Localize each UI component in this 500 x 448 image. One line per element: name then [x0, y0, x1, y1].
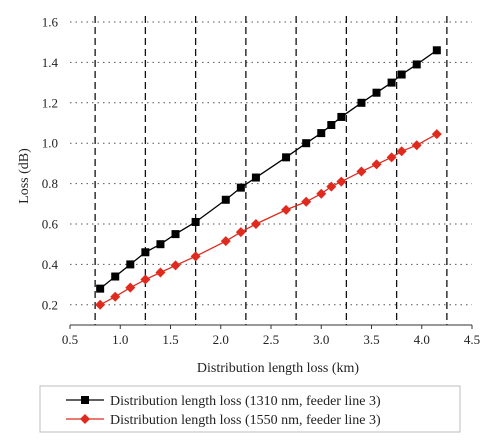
y-tick-label: 0.2 — [42, 297, 58, 312]
y-tick-label: 1.0 — [42, 136, 58, 151]
data-point — [386, 152, 397, 163]
x-axis-label: Distribution length loss (km) — [197, 361, 360, 376]
legend-label-1: Distribution length loss (1550 nm, feede… — [110, 413, 381, 428]
data-point — [281, 204, 292, 215]
data-point — [126, 260, 135, 269]
x-tick-label: 1.0 — [112, 332, 128, 347]
data-point — [302, 139, 311, 148]
data-point — [412, 60, 421, 69]
legend-marker-0 — [81, 396, 89, 404]
data-point — [125, 282, 136, 293]
chart-series — [95, 46, 442, 310]
data-point — [356, 166, 367, 177]
series-0 — [96, 46, 441, 293]
data-point — [111, 272, 120, 281]
chart-legend: Distribution length loss (1310 nm, feede… — [39, 385, 461, 433]
data-point — [141, 248, 150, 257]
series-line-0 — [99, 49, 438, 290]
x-tick-label: 3.0 — [313, 332, 329, 347]
data-point — [326, 181, 337, 192]
data-point — [171, 230, 180, 239]
x-tick-label: 2.0 — [213, 332, 229, 347]
y-tick-label: 0.8 — [42, 176, 58, 191]
data-point — [96, 284, 105, 293]
data-point — [327, 121, 336, 130]
series-1 — [95, 129, 442, 310]
legend-box — [39, 385, 461, 433]
data-point — [156, 240, 165, 249]
data-point — [431, 129, 442, 140]
data-point — [397, 70, 406, 79]
chart-tick-labels: 0.5 1.0 1.5 2.0 2.5 3.0 3.5 4.0 4.5 0.2 0.4 0.6 0.8 1… — [42, 15, 480, 348]
data-point — [251, 173, 260, 182]
y-tick-label: 1.4 — [42, 55, 59, 70]
x-tick-label: 1.5 — [162, 332, 178, 347]
data-point — [387, 78, 396, 87]
data-point — [411, 140, 422, 151]
series-line-1 — [99, 133, 438, 306]
data-point — [190, 251, 201, 262]
x-tick-label: 4.5 — [464, 332, 480, 347]
chart-grid — [70, 16, 472, 325]
x-tick-label: 0.5 — [62, 332, 78, 347]
data-point — [371, 159, 382, 170]
data-point — [220, 236, 231, 247]
data-point — [336, 176, 347, 187]
data-point — [357, 98, 366, 107]
data-point — [221, 195, 230, 204]
data-point — [282, 153, 291, 162]
y-axis-label: Loss (dB) — [17, 148, 32, 204]
data-point — [140, 274, 151, 285]
data-point — [316, 188, 327, 199]
legend-marker-1 — [80, 414, 90, 424]
y-tick-label: 1.2 — [42, 95, 58, 110]
data-point — [372, 88, 381, 97]
data-point — [155, 267, 166, 278]
data-point — [191, 217, 200, 226]
data-point — [432, 46, 441, 55]
data-point — [337, 112, 346, 121]
y-tick-label: 1.6 — [42, 15, 59, 30]
data-point — [301, 196, 312, 207]
data-point — [236, 183, 245, 192]
legend-label-0: Distribution length loss (1310 nm, feede… — [110, 394, 381, 409]
x-tick-label: 3.5 — [363, 332, 379, 347]
y-tick-label: 0.6 — [42, 217, 59, 232]
data-point — [396, 146, 407, 157]
x-tick-label: 2.5 — [263, 332, 279, 347]
data-point — [317, 129, 326, 138]
data-point — [110, 291, 121, 302]
data-point — [170, 260, 181, 271]
chart-axes — [69, 324, 473, 329]
x-tick-label: 4.0 — [414, 332, 430, 347]
data-point — [95, 299, 106, 310]
data-point — [250, 219, 261, 229]
y-tick-label: 0.4 — [42, 257, 59, 272]
data-point — [235, 227, 246, 238]
